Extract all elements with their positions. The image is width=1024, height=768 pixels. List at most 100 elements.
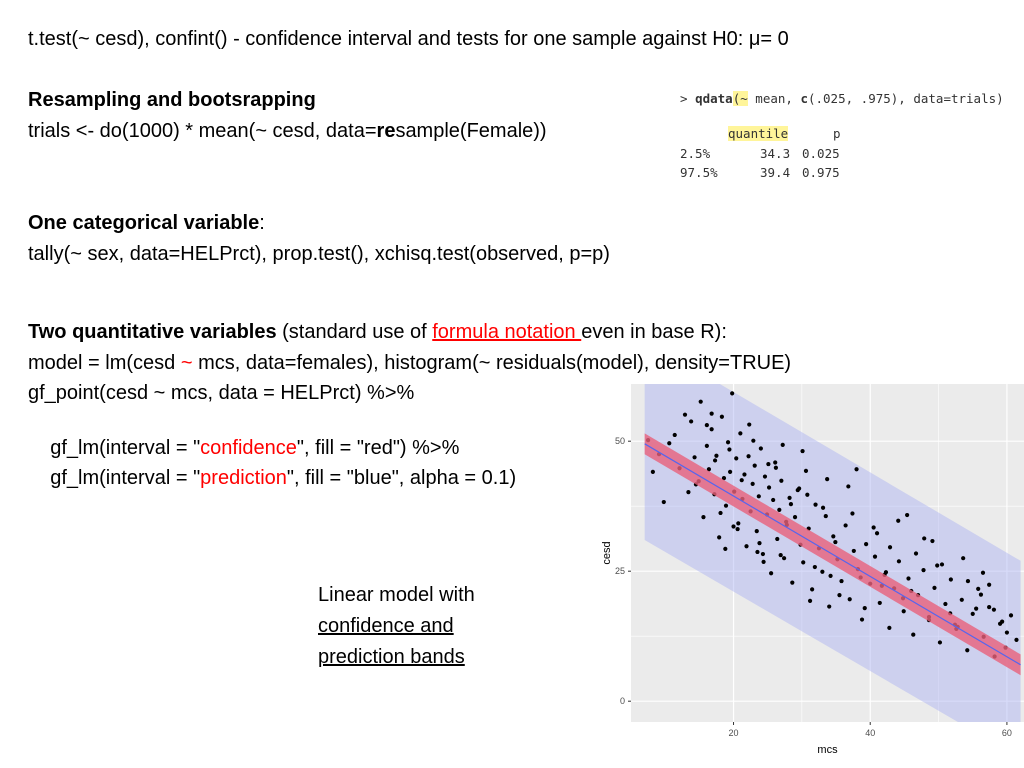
data-point: [987, 604, 992, 610]
categorical-code: tally(~ sex, data=HELPrct), prop.test(),…: [28, 242, 610, 266]
data-point: [887, 625, 892, 630]
t-test-line: t.test(~ cesd), confint() - confidence i…: [28, 27, 789, 51]
data-point: [871, 525, 876, 530]
data-point: [735, 526, 740, 532]
formula-notation-link[interactable]: formula notation: [432, 321, 582, 343]
caption-line: prediction bands: [318, 646, 465, 668]
model-post: mcs, data=females), histogram(~ residual…: [192, 352, 792, 374]
data-point: [930, 538, 935, 544]
plot-caption: Linear model with confidence and predict…: [318, 580, 475, 673]
console-header-p: p: [833, 126, 841, 141]
data-point: [820, 569, 825, 574]
gf-lm-confidence-line: gf_lm(interval = "confidence", fill = "r…: [28, 412, 459, 460]
resampling-heading-text: Resampling and bootsrapping: [28, 89, 316, 111]
categorical-heading-colon: :: [259, 212, 265, 234]
data-point: [773, 465, 778, 470]
data-point: [731, 524, 736, 529]
data-point: [807, 598, 813, 603]
console-command-fn: qdata: [695, 91, 733, 106]
data-point: [965, 578, 971, 584]
data-point: [987, 582, 992, 587]
quantitative-desc-post: even in base R):: [581, 321, 727, 343]
console-prompt: >: [680, 91, 696, 106]
data-point: [728, 469, 733, 474]
data-point: [719, 414, 725, 419]
data-point: [883, 570, 889, 575]
resampling-code-bold: re: [376, 120, 396, 142]
data-point: [828, 573, 833, 578]
data-point: [714, 453, 719, 458]
data-point: [750, 481, 755, 486]
data-point: [756, 494, 761, 499]
data-point: [937, 640, 943, 645]
model-tilde: ~: [180, 352, 193, 374]
data-point: [851, 548, 856, 554]
scatter-plot-lm-bands: 20 40 60 0 25 50 mcs cesd: [601, 384, 1024, 756]
data-point: [718, 510, 723, 516]
data-point: [854, 467, 859, 472]
data-point: [896, 518, 901, 523]
resampling-code-post: sample(Female)): [395, 120, 547, 142]
data-point: [717, 535, 722, 540]
y-tick-label: 50: [615, 436, 625, 446]
console-row-quantile: 34.3: [760, 146, 791, 161]
data-point: [723, 503, 729, 508]
data-point: [847, 597, 852, 602]
gf-lm1-pre: gf_lm(interval = ": [39, 437, 201, 459]
data-point: [667, 441, 672, 446]
data-point: [976, 586, 981, 591]
console-command-c: c: [800, 91, 808, 106]
data-point: [727, 447, 732, 452]
data-point: [742, 472, 747, 477]
data-point: [773, 460, 778, 465]
data-point: [862, 606, 867, 611]
data-point: [757, 541, 762, 546]
gf-lm1-word: confidence: [200, 437, 297, 459]
data-point: [766, 461, 771, 467]
y-axis-label: cesd: [601, 541, 613, 564]
x-tick-label: 60: [1002, 728, 1012, 738]
data-point: [792, 515, 798, 520]
categorical-heading: One categorical variable:: [28, 211, 265, 235]
data-point: [948, 577, 953, 582]
gf-point-text: gf_point(cesd ~ mcs, data = HELPrct) %>%: [28, 382, 415, 404]
data-point: [974, 606, 979, 611]
categorical-heading-text: One categorical variable: [28, 212, 260, 234]
data-point: [896, 559, 902, 564]
data-point: [760, 551, 766, 557]
data-point: [1004, 630, 1010, 635]
data-point: [801, 560, 806, 565]
data-point: [778, 552, 783, 558]
x-axis-label: mcs: [817, 744, 838, 756]
data-point: [839, 578, 844, 584]
data-point: [850, 511, 855, 516]
data-point: [874, 531, 880, 536]
data-point: [905, 512, 910, 518]
data-point: [911, 632, 916, 637]
data-point: [730, 391, 735, 396]
caption-line: Linear model with: [318, 584, 475, 606]
data-point: [803, 468, 809, 473]
resampling-code: trials <- do(1000) * mean(~ cesd, data=r…: [28, 119, 547, 143]
console-row-quantile: 39.4: [760, 165, 791, 180]
data-point: [701, 515, 706, 520]
data-point: [650, 469, 655, 474]
console-command-mid: mean,: [747, 91, 801, 106]
data-point: [771, 497, 776, 503]
data-point: [721, 476, 727, 481]
console-header-quantile: quantile: [728, 125, 789, 143]
data-point: [723, 546, 728, 551]
console-row-label: 97.5%: [680, 165, 718, 180]
console-command-rest: (.025, .975), data=trials): [807, 91, 1004, 106]
data-point: [1000, 619, 1005, 624]
data-point: [790, 580, 795, 585]
data-point: [779, 478, 784, 483]
data-point: [943, 601, 948, 607]
data-point: [751, 438, 756, 443]
quantitative-heading-text: Two quantitative variables: [28, 321, 277, 343]
data-point: [788, 502, 794, 507]
data-point: [704, 422, 709, 428]
data-point: [689, 419, 694, 424]
data-point: [672, 432, 677, 438]
data-point: [780, 442, 785, 447]
